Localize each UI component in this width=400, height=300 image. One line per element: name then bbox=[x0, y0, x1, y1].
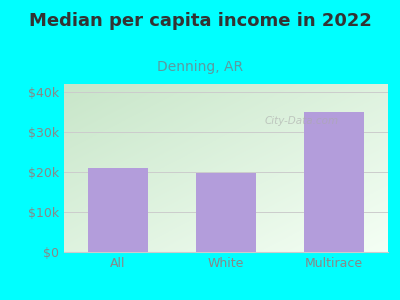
Text: Median per capita income in 2022: Median per capita income in 2022 bbox=[28, 12, 372, 30]
Text: City-Data.com: City-Data.com bbox=[265, 116, 339, 126]
Bar bbox=[196, 173, 256, 252]
Text: Denning, AR: Denning, AR bbox=[157, 60, 243, 74]
Bar bbox=[88, 168, 148, 252]
Bar bbox=[304, 112, 364, 252]
